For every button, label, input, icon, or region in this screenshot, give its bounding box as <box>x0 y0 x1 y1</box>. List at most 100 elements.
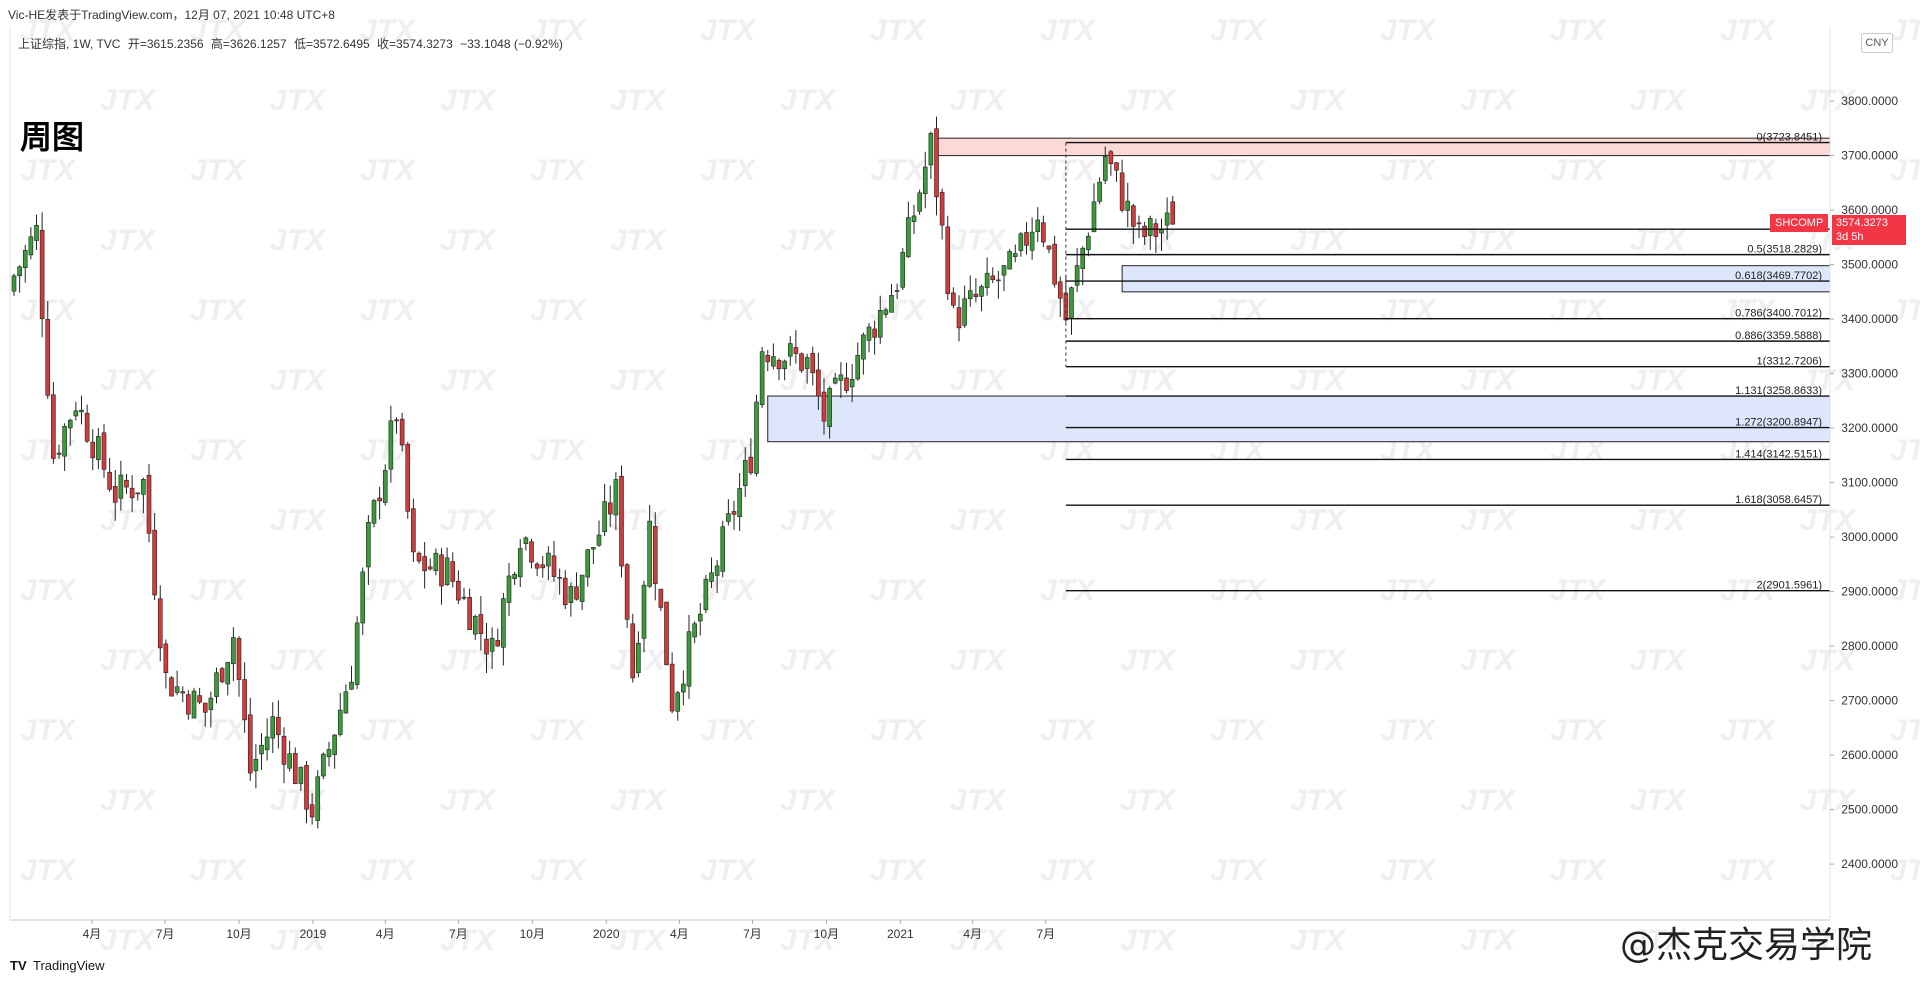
time-tick-label: 10月 <box>814 927 839 941</box>
watermark-text: JTX <box>20 854 77 887</box>
candle <box>799 352 804 373</box>
watermark-text: JTX <box>530 14 587 47</box>
tradingview-footer[interactable]: TV TradingView <box>10 958 105 973</box>
candle <box>1170 195 1176 226</box>
candle <box>405 441 411 519</box>
candle <box>703 574 709 614</box>
candle <box>697 602 703 636</box>
watermark-text: JTX <box>100 924 157 957</box>
time-tick-label: 2020 <box>593 927 620 941</box>
watermark-text: JTX <box>870 154 927 187</box>
candle <box>67 418 73 446</box>
change-value: −33.1048 (−0.92%) <box>460 37 563 51</box>
candle <box>928 131 934 179</box>
watermark-text: JTX <box>1460 364 1517 397</box>
candle <box>962 285 967 328</box>
tradingview-logo-icon: TV <box>10 958 27 973</box>
watermark-text: JTX <box>950 504 1007 537</box>
candle <box>517 539 523 588</box>
watermark-text: JTX <box>270 84 327 117</box>
candle <box>124 474 129 494</box>
watermark-text: JTX <box>950 784 1007 817</box>
watermark-text: JTX <box>870 14 927 47</box>
watermark-text: JTX <box>1290 644 1347 677</box>
candle <box>28 227 34 260</box>
watermark-text: JTX <box>530 714 587 747</box>
price-axis[interactable]: 3800.0000 3700.0000 3600.0000 3500.0000 3400… <box>1830 94 1898 871</box>
candle <box>34 214 39 250</box>
watermark-text: JTX <box>190 14 247 47</box>
candle <box>478 596 484 651</box>
watermark-text: JTX <box>1890 434 1920 467</box>
candle <box>630 613 636 683</box>
watermark-text: JTX <box>1890 154 1920 187</box>
candle <box>169 676 174 697</box>
currency-button[interactable]: CNY <box>1861 33 1893 53</box>
candle <box>742 447 748 498</box>
candle <box>951 287 956 309</box>
tradingview-brand: TradingView <box>33 958 105 973</box>
price-tick-label: 3600.0000 <box>1841 203 1898 217</box>
price-tick-label: 2400.0000 <box>1841 857 1898 871</box>
candle <box>546 546 551 581</box>
watermark-text: JTX <box>1120 784 1177 817</box>
candle <box>1102 146 1108 184</box>
fib-label: 1.131(3258.8633) <box>1735 385 1822 397</box>
watermark-text: JTX <box>1550 154 1607 187</box>
candle <box>444 547 450 586</box>
candle <box>984 257 990 296</box>
watermark-text: JTX <box>1120 84 1177 117</box>
watermark-text: JTX <box>530 854 587 887</box>
fib-label: 1.272(3200.8947) <box>1735 417 1822 429</box>
watermark-text: JTX <box>1630 924 1687 957</box>
candle <box>326 741 332 767</box>
price-tick-label: 2900.0000 <box>1841 585 1898 599</box>
candle <box>495 628 501 648</box>
watermark-text: JTX <box>700 574 757 607</box>
candle <box>534 562 540 577</box>
candle <box>321 752 326 780</box>
candle <box>906 201 911 259</box>
symbol-description[interactable]: 上证综指, 1W, TVC <box>18 37 121 51</box>
watermark-text: JTX <box>1460 784 1517 817</box>
time-tick-label: 4月 <box>963 927 982 941</box>
candle <box>720 520 726 578</box>
candle <box>591 547 596 565</box>
candle <box>596 520 602 547</box>
candle <box>782 359 787 381</box>
watermark-text: JTX <box>1210 154 1267 187</box>
fibonacci-levels[interactable]: 0(3723.8451)0.382(350.5(3518.2829)0.618(… <box>1065 132 1830 592</box>
candle <box>877 295 883 344</box>
watermark-text: JTX <box>1890 14 1920 47</box>
candle <box>191 687 197 719</box>
watermark-text: JTX <box>1040 854 1097 887</box>
watermark-text: JTX <box>780 784 837 817</box>
watermark-text: JTX <box>190 714 247 747</box>
candle <box>219 666 225 684</box>
watermark-text: JTX <box>1800 644 1857 677</box>
watermark-text: JTX <box>1800 924 1857 957</box>
watermark-text: JTX <box>780 504 837 537</box>
candle <box>759 347 765 408</box>
candle <box>366 515 371 585</box>
watermark-text: JTX <box>20 14 77 47</box>
candle <box>56 444 62 459</box>
watermark-text: JTX <box>1120 504 1177 537</box>
watermark-text: JTX <box>700 714 757 747</box>
candle <box>872 320 877 355</box>
candle <box>956 295 962 342</box>
candle <box>197 687 202 705</box>
time-tick-label: 10月 <box>226 927 251 941</box>
watermark-text: JTX <box>440 364 497 397</box>
watermark-text: JTX <box>1890 854 1920 887</box>
candle <box>664 601 669 666</box>
candle <box>996 270 1001 299</box>
time-axis[interactable]: 4月 7月 10月 2019 4月 7月 10月 2020 4月 7月 10月 2021 4月 7月 <box>83 920 1056 941</box>
candle <box>17 265 22 293</box>
attribution-watermark: @杰克交易学院 <box>1620 925 1873 966</box>
watermark-text: JTX <box>1720 154 1777 187</box>
watermark-text: JTX <box>1120 924 1177 957</box>
watermark-text: JTX <box>610 924 667 957</box>
price-tick-label: 3200.0000 <box>1841 421 1898 435</box>
